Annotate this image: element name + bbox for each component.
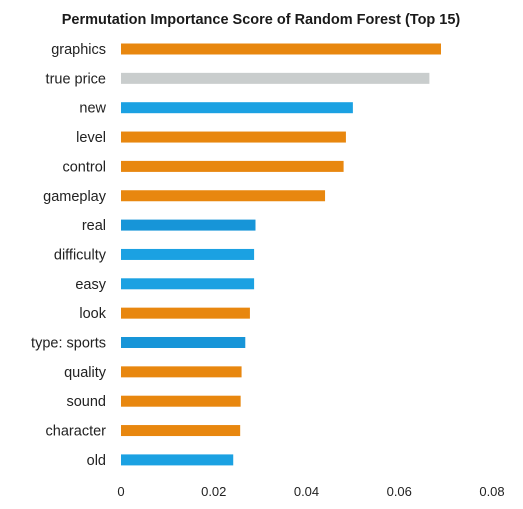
category-label: easy: [75, 277, 106, 293]
bar-level: [121, 132, 346, 143]
bar-difficulty: [121, 249, 254, 260]
category-label: look: [79, 306, 106, 322]
category-label: difficulty: [54, 247, 107, 263]
category-label: new: [79, 101, 106, 117]
x-tick-label: 0.08: [479, 484, 504, 499]
bar-look: [121, 308, 250, 319]
bar-character: [121, 425, 240, 436]
x-axis-ticks: 0 0.02 0.04 0.06 0.08: [117, 484, 504, 499]
category-label: type: sports: [31, 336, 106, 352]
bar-easy: [121, 278, 254, 289]
category-label: character: [46, 424, 107, 440]
bar-quality: [121, 366, 242, 377]
bar-old: [121, 454, 233, 465]
x-tick-label: 0.06: [387, 484, 412, 499]
x-tick-label: 0: [117, 484, 124, 499]
bars-layer: [121, 44, 441, 466]
category-label: control: [62, 159, 106, 175]
category-label: quality: [64, 365, 107, 381]
bar-new: [121, 102, 353, 113]
category-label: old: [87, 453, 106, 469]
category-label: graphics: [51, 42, 106, 58]
bar-sound: [121, 396, 241, 407]
chart-title: Permutation Importance Score of Random F…: [62, 12, 461, 28]
category-label: gameplay: [43, 189, 107, 205]
category-label: sound: [66, 394, 106, 410]
x-tick-label: 0.02: [201, 484, 226, 499]
category-label: true price: [46, 71, 106, 87]
category-labels: graphics true price new level control gamepla…: [31, 42, 107, 469]
category-label: level: [76, 130, 106, 146]
category-label: real: [82, 218, 106, 234]
bar-gameplay: [121, 190, 325, 201]
bar-true-price: [121, 73, 429, 84]
x-tick-label: 0.04: [294, 484, 319, 499]
bar-type-sports: [121, 337, 245, 348]
bar-control: [121, 161, 344, 172]
bar-real: [121, 220, 255, 231]
bar-graphics: [121, 44, 441, 55]
